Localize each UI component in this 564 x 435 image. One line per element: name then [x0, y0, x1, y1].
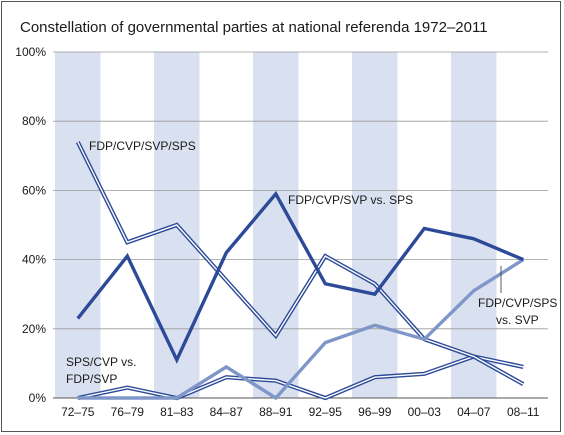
x-tick-label: 84–87 — [210, 405, 244, 419]
series-label-sps-cvp-vs-fdp-svp-line1: SPS/CVP vs. — [66, 355, 136, 369]
series-lines — [75, 141, 525, 401]
x-tick-label: 76–79 — [111, 405, 145, 419]
series-label-fdp-cvp-svp-sps: FDP/CVP/SVP/SPS — [89, 139, 196, 153]
x-tick-label: 88–91 — [259, 405, 293, 419]
series-line-1 — [76, 190, 524, 364]
x-tick-label: 92–95 — [309, 405, 343, 419]
series-line-2 — [77, 258, 525, 401]
y-tick-label: 0% — [29, 391, 47, 405]
y-tick-label: 60% — [22, 183, 46, 197]
y-tick-label: 80% — [22, 114, 46, 128]
shaded-band-96–99 — [352, 52, 398, 398]
y-tick-label: 40% — [22, 253, 46, 267]
series-label-fdp-cvp-svp-vs-sps: FDP/CVP/SVP vs. SPS — [288, 193, 413, 207]
x-tick-label: 81–83 — [160, 405, 194, 419]
shaded-band-04–07 — [451, 52, 497, 398]
chart-title: Constellation of governmental parties at… — [20, 19, 488, 36]
gridlines — [53, 51, 548, 399]
x-tick-label: 96–99 — [358, 405, 392, 419]
series-label-sps-cvp-vs-fdp-svp-line2: FDP/SVP — [66, 372, 117, 386]
series-label-fdp-cvp-sps-vs-svp-line2: vs. SVP — [496, 313, 539, 327]
x-tick-label: 04–07 — [457, 405, 491, 419]
series-label-fdp-cvp-sps-vs-svp-line1: FDP/CVP/SPS — [478, 296, 557, 310]
y-tick-label: 20% — [22, 322, 46, 336]
x-tick-label: 72–75 — [61, 405, 95, 419]
x-tick-label: 08–11 — [507, 405, 540, 419]
series-line-3-inner — [77, 355, 524, 399]
x-tick-label: 00–03 — [408, 405, 442, 419]
shaded-bands — [55, 52, 497, 398]
series-line-0-inner — [77, 141, 524, 385]
x-axis: 72–75 76–79 81–83 84–87 88–91 92–95 96–99 00–03… — [61, 405, 540, 419]
shaded-band-72–75 — [55, 52, 101, 398]
y-tick-label: 100% — [15, 45, 46, 59]
shaded-band-88–91 — [253, 52, 299, 398]
y-axis: 0% 20% 40% 60% 80% 100% — [15, 45, 46, 405]
